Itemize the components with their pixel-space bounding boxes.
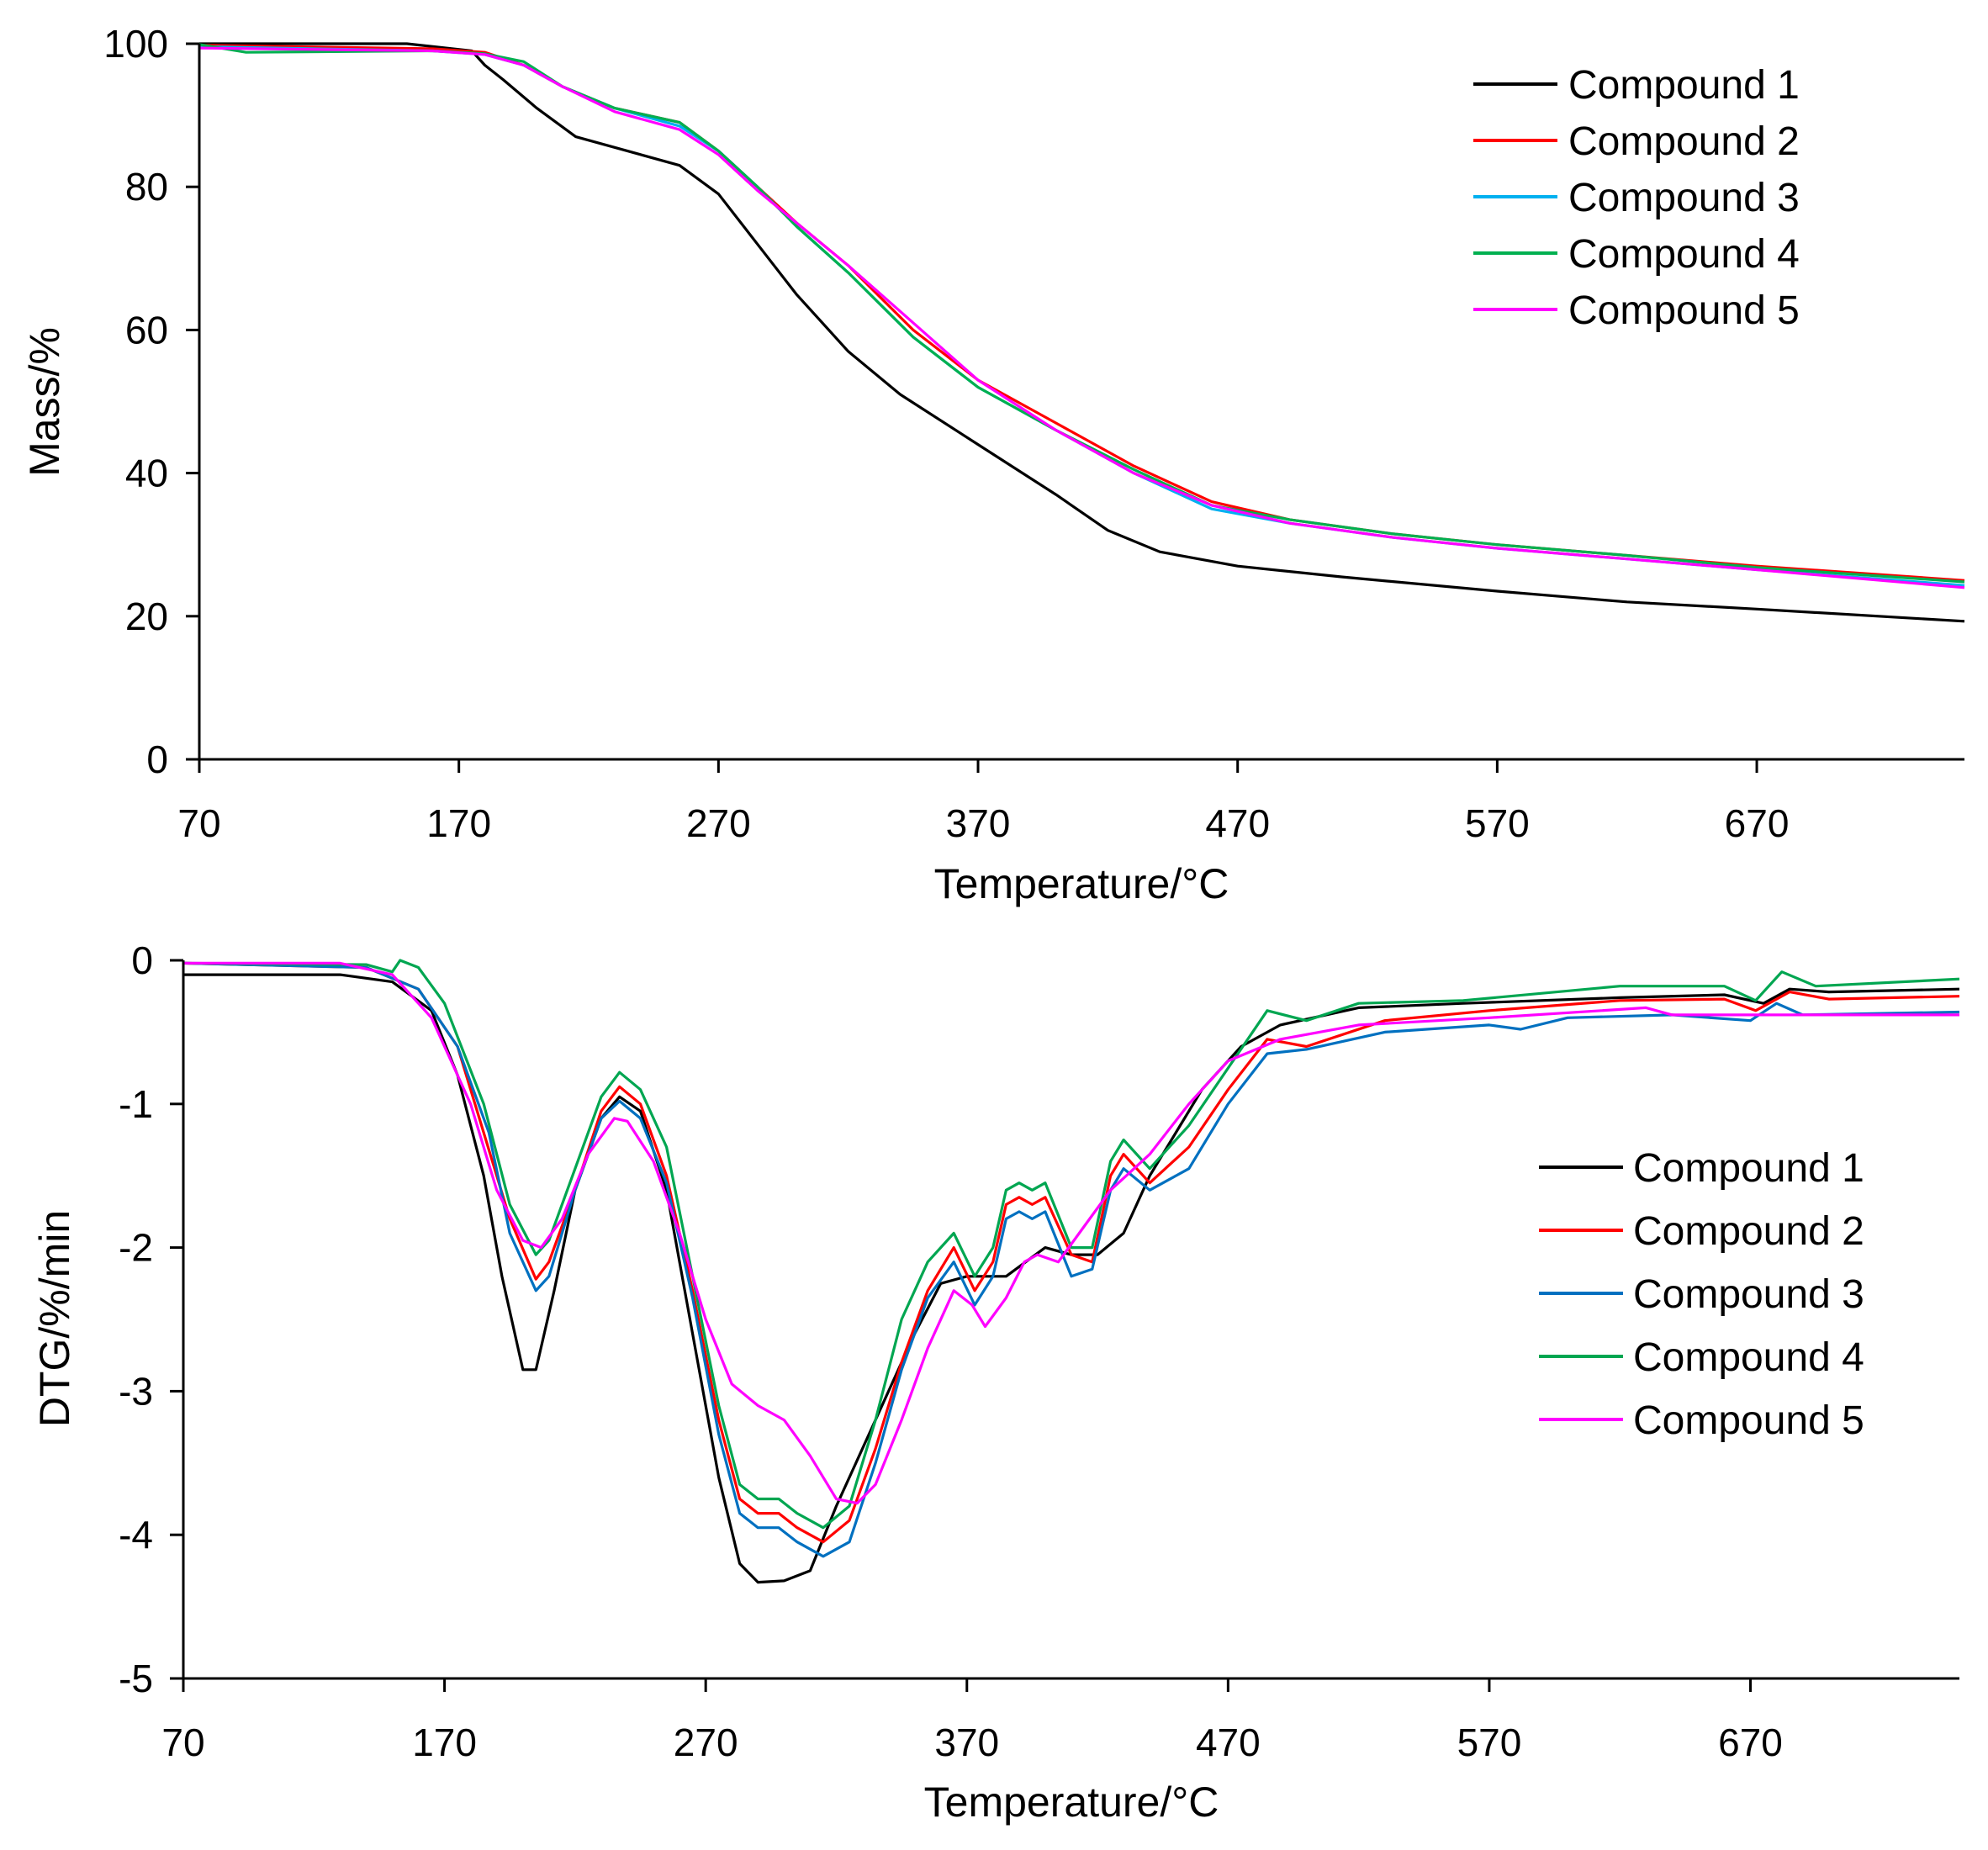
tg-series-line-5 xyxy=(198,46,1965,589)
dtg-series-line-4 xyxy=(182,959,1960,1530)
dtg-x-tick-label: 470 xyxy=(1196,1720,1261,1764)
tg-series-line-4 xyxy=(198,43,1965,584)
dtg-x-tick-label: 670 xyxy=(1718,1720,1783,1764)
tg-legend-label-4: Compound 4 xyxy=(1568,232,1800,277)
dtg-legend-label-3: Compound 3 xyxy=(1633,1272,1864,1317)
tg-x-tick-label: 670 xyxy=(1725,801,1790,845)
tg-series-layer xyxy=(198,42,1965,623)
dtg-x-tick-label: 570 xyxy=(1457,1720,1522,1764)
dtg-y-tick-label: -2 xyxy=(119,1226,153,1270)
tg-y-tick-label: 0 xyxy=(146,737,168,781)
tg-y-tick-label: 80 xyxy=(125,165,168,209)
tg-y-tick-label: 100 xyxy=(103,22,168,66)
dtg-y-tick-label: -1 xyxy=(119,1082,153,1126)
dtg-chart: 70 170 270 370 470 570 670 -5 -4 -3 -2 -1 0 Temperat… xyxy=(31,938,1960,1826)
tg-x-tick-label: 570 xyxy=(1465,801,1530,845)
dtg-legend-label-4: Compound 4 xyxy=(1633,1335,1864,1380)
tg-y-axis-label: Mass/% xyxy=(21,327,68,477)
tg-x-tick-label: 470 xyxy=(1205,801,1270,845)
dtg-x-tick-label: 170 xyxy=(412,1720,477,1764)
dtg-series-line-1 xyxy=(183,973,1960,1584)
dtg-y-axis-label: DTG/%/min xyxy=(31,1210,78,1427)
dtg-legend: Compound 1 Compound 2 Compound 3 Compound 4… xyxy=(1539,1146,1864,1443)
tg-x-tick-label: 170 xyxy=(426,801,491,845)
tg-x-tick-label: 270 xyxy=(686,801,751,845)
dtg-x-axis-label: Temperature/°C xyxy=(924,1779,1219,1826)
dtg-legend-label-5: Compound 5 xyxy=(1633,1398,1864,1443)
tg-series-line-1 xyxy=(199,42,1965,623)
tg-chart: 70 170 270 370 470 570 670 0 20 40 60 80 100 Tempera… xyxy=(21,22,1965,907)
dtg-legend-label-1: Compound 1 xyxy=(1633,1146,1864,1191)
dtg-y-tick-label: -4 xyxy=(119,1513,153,1557)
dtg-y-tick-label: -3 xyxy=(119,1369,153,1413)
dtg-series-line-5 xyxy=(183,961,1959,1505)
dtg-ticks-layer: 70 170 270 370 470 570 670 -5 -4 -3 -2 -1 0 xyxy=(119,938,1783,1764)
tg-legend: Compound 1 Compound 2 Compound 3 Compound 4… xyxy=(1473,63,1800,333)
tg-ticks-layer: 70 170 270 370 470 570 670 0 20 40 60 80 100 xyxy=(103,22,1789,845)
tg-y-tick-label: 40 xyxy=(125,452,168,495)
tg-legend-label-2: Compound 2 xyxy=(1568,119,1800,164)
dtg-x-tick-label: 370 xyxy=(934,1720,999,1764)
tg-y-tick-label: 20 xyxy=(125,595,168,638)
tg-legend-label-5: Compound 5 xyxy=(1568,288,1800,333)
dtg-x-tick-label: 70 xyxy=(161,1720,204,1764)
tg-x-tick-label: 370 xyxy=(946,801,1011,845)
tg-legend-label-3: Compound 3 xyxy=(1568,176,1800,220)
dtg-series-layer xyxy=(182,959,1960,1584)
tg-legend-label-1: Compound 1 xyxy=(1568,63,1800,108)
dtg-y-tick-label: 0 xyxy=(131,938,153,982)
dtg-series-line-3 xyxy=(182,961,1960,1558)
tg-x-axis-label: Temperature/°C xyxy=(934,860,1229,907)
dtg-y-tick-label: -5 xyxy=(119,1657,153,1700)
tg-x-tick-label: 70 xyxy=(177,801,220,845)
dtg-legend-label-2: Compound 2 xyxy=(1633,1209,1864,1254)
tg-y-tick-label: 60 xyxy=(125,308,168,352)
dtg-x-tick-label: 270 xyxy=(674,1720,738,1764)
